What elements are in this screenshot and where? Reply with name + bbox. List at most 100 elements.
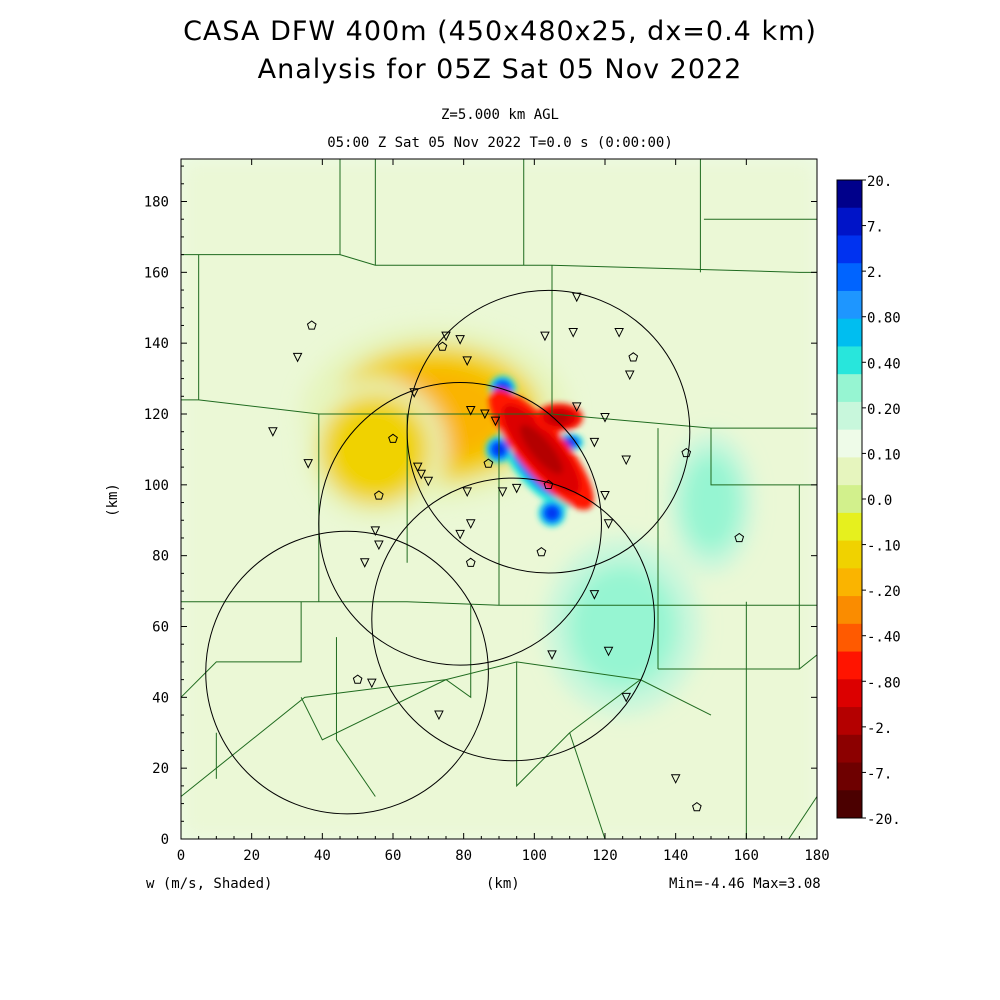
station-triangle-marker (303, 459, 314, 469)
station-triangle-marker (571, 292, 582, 303)
county-line (788, 796, 817, 839)
field-feature (568, 564, 678, 689)
x-tick-label: 160 (734, 848, 759, 864)
station-triangle-marker (441, 331, 451, 342)
station-triangle-marker (670, 774, 681, 784)
station-pentagon-marker (483, 458, 494, 468)
station-pentagon-marker (388, 433, 398, 443)
station-triangle-marker (374, 540, 384, 551)
station-pentagon-marker (628, 352, 639, 362)
colorbar-label: -.10 (867, 539, 901, 555)
county-line (569, 732, 606, 839)
station-pentagon-marker (374, 490, 384, 500)
colorbar-swatch (837, 401, 862, 431)
colorbar-swatch (837, 623, 862, 653)
county-line (300, 605, 472, 741)
station-pentagon-marker (543, 479, 554, 489)
station-triangle-marker (465, 519, 476, 529)
y-tick-label: 20 (152, 761, 169, 777)
station-triangle-marker (366, 678, 377, 689)
station-triangle-marker (540, 331, 550, 342)
y-tick-label: 60 (152, 620, 169, 636)
x-tick-label: 140 (663, 848, 688, 864)
colorbar-label: -.40 (867, 630, 901, 646)
station-triangle-marker (621, 692, 632, 703)
station-pentagon-marker (681, 447, 692, 458)
range-ring (318, 381, 602, 666)
colorbar-swatch (837, 568, 862, 597)
station-markers (268, 292, 745, 812)
colorbar-swatch (837, 540, 862, 569)
x-tick-label: 120 (592, 848, 617, 864)
station-triangle-marker (600, 490, 610, 501)
colorbar-swatch (837, 596, 862, 625)
time-label: 05:00 Z Sat 05 Nov 2022 T=0.0 s (0:00:00… (327, 135, 673, 151)
station-triangle-marker (268, 427, 278, 437)
station-triangle-marker (490, 416, 501, 427)
station-triangle-marker (511, 483, 522, 494)
station-triangle-marker (589, 590, 600, 600)
colorbar-swatch (837, 679, 862, 708)
radar-range-rings (205, 289, 691, 815)
colorbar-swatch (837, 707, 862, 736)
colorbar-swatch (837, 429, 862, 458)
colorbar-swatch (837, 263, 862, 292)
station-triangle-marker (292, 352, 303, 363)
station-triangle-marker (412, 462, 423, 473)
colorbar-label: -7. (867, 766, 892, 782)
colorbar-label: 2. (867, 265, 884, 281)
x-tick-label: 20 (243, 848, 260, 864)
range-ring (406, 289, 691, 574)
station-triangle-marker (409, 388, 420, 398)
colorbar-label: 0.20 (867, 402, 901, 418)
county-boundaries (181, 159, 817, 839)
colorbar-swatch (837, 374, 862, 403)
station-triangle-marker (603, 646, 614, 657)
range-ring (205, 530, 489, 815)
station-triangle-marker (547, 650, 557, 660)
colorbar-swatch (837, 457, 862, 486)
y-tick-label: 160 (144, 265, 169, 281)
range-ring (371, 477, 655, 762)
station-triangle-marker (571, 402, 582, 413)
colorbar-swatch (837, 651, 862, 680)
colorbar-swatch (837, 762, 862, 791)
field-label: w (m/s, Shaded) (146, 876, 273, 892)
colorbar-swatch (837, 318, 862, 347)
station-triangle-marker (614, 328, 624, 338)
station-triangle-marker (480, 409, 490, 420)
colorbar-swatch (837, 512, 862, 542)
station-triangle-marker (359, 558, 370, 568)
x-tick-label: 80 (455, 848, 472, 864)
field-feature (336, 410, 415, 489)
colorbar-swatch (837, 790, 862, 819)
county-line (181, 661, 712, 797)
y-tick-label: 0 (161, 832, 169, 848)
station-triangle-marker (621, 455, 632, 466)
station-pentagon-marker (734, 532, 745, 543)
y-tick-label: 40 (152, 690, 169, 706)
y-tick-label: 140 (144, 336, 169, 352)
station-triangle-marker (624, 370, 635, 381)
colorbar-label: -20. (867, 812, 901, 828)
y-tick-label: 180 (144, 195, 169, 211)
county-line (516, 661, 641, 788)
colorbar-swatch (837, 290, 862, 320)
station-triangle-marker (434, 710, 444, 721)
county-line (710, 428, 817, 486)
x-tick-label: 180 (804, 848, 829, 864)
chart-subtitle: Analysis for 05Z Sat 05 Nov 2022 (257, 54, 743, 85)
colorbar-label: 20. (867, 174, 892, 190)
colorbar-label: 0.80 (867, 311, 901, 327)
y-axis: 0 20 40 60 80 100 120 140 160 180 (144, 165, 817, 848)
min-max-label: Min=-4.46 Max=3.08 (669, 876, 821, 892)
station-triangle-marker (603, 519, 614, 529)
colorbar-label: -.80 (867, 675, 901, 691)
station-triangle-marker (465, 405, 476, 416)
y-tick-label: 120 (144, 407, 169, 423)
station-pentagon-marker (536, 546, 547, 557)
colorbar: 20. 7. 2. 0.80 0.40 0.20 0.10 0.0 -.10 -.20 -.40 -.… (836, 174, 901, 828)
x-tick-label: 0 (177, 848, 185, 864)
field-feature (681, 453, 741, 553)
level-label: Z=5.000 km AGL (440, 107, 559, 123)
